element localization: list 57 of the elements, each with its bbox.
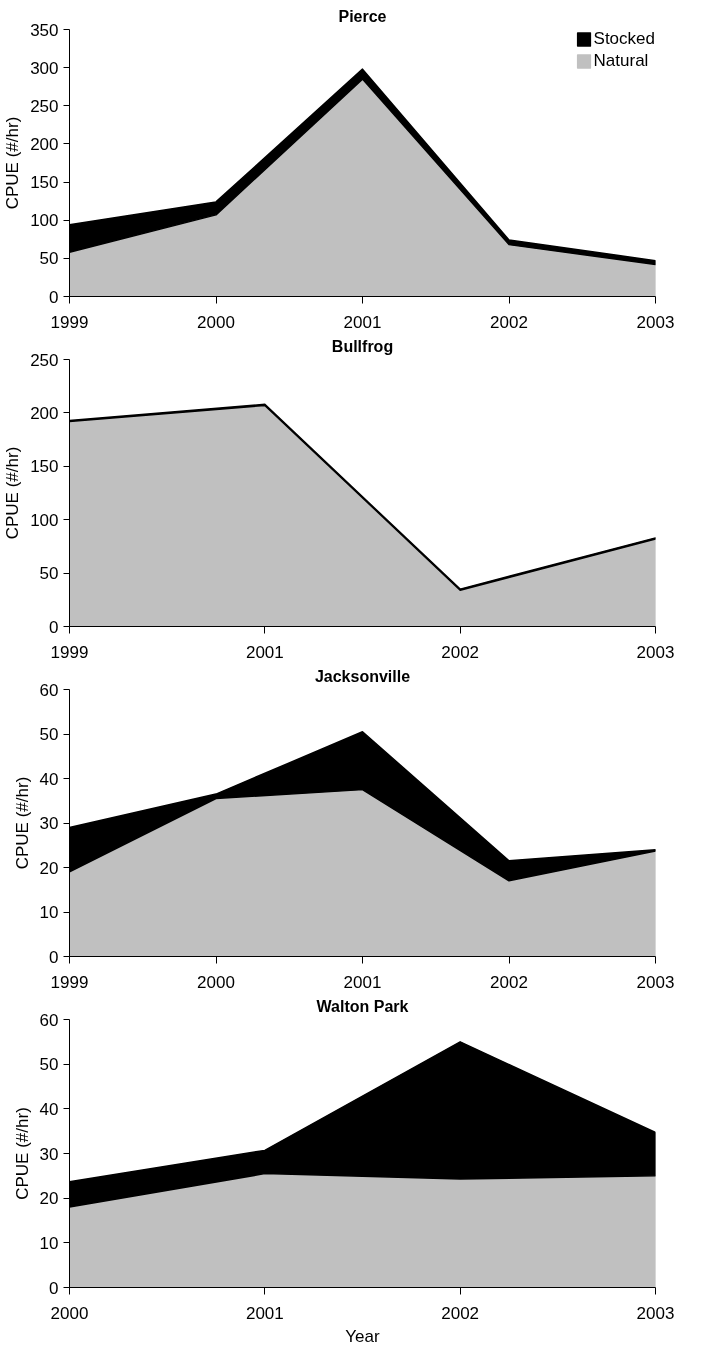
y-tick-label: 50 — [39, 564, 59, 584]
x-tick-label: 2003 — [636, 1303, 675, 1323]
x-tick-label: 2002 — [441, 1303, 480, 1323]
y-tick-label: 20 — [39, 1189, 59, 1209]
y-tick-label: 20 — [39, 858, 59, 878]
x-tick-label: 2003 — [636, 312, 675, 332]
x-tick-label: 2001 — [343, 972, 382, 992]
chart-title: Jacksonville — [314, 667, 411, 685]
y-tick-label: 300 — [30, 58, 59, 78]
y-tick-label: 50 — [39, 725, 59, 744]
legend-label: Natural — [593, 51, 649, 71]
x-tick-label: 2000 — [197, 312, 235, 332]
x-tick-label: 2000 — [50, 1303, 89, 1323]
y-tick-label: 60 — [39, 680, 59, 700]
x-tick-label: 2000 — [197, 972, 235, 992]
chart-title: Pierce — [338, 7, 387, 25]
y-tick-label: 60 — [39, 1010, 59, 1030]
x-tick-label: 2001 — [245, 642, 284, 662]
y-tick-label: 350 — [30, 20, 59, 40]
x-axis-title: Year — [345, 1326, 381, 1346]
y-tick-label: 250 — [30, 350, 59, 370]
x-tick-label: 2002 — [490, 972, 528, 992]
y-tick-label: 150 — [30, 457, 59, 477]
x-tick-label: 1999 — [50, 972, 89, 992]
y-axis-title: CPUE (#/hr) — [12, 1107, 32, 1200]
y-tick-label: 10 — [39, 903, 59, 922]
y-tick-label: 0 — [49, 947, 59, 967]
y-tick-label: 200 — [30, 403, 59, 423]
x-tick-label: 2002 — [490, 312, 528, 332]
x-tick-label: 2001 — [343, 312, 382, 332]
x-tick-label: 1999 — [50, 642, 89, 662]
y-tick-label: 100 — [30, 211, 59, 231]
y-axis-title: CPUE (#/hr) — [3, 446, 23, 540]
x-tick-label: 2003 — [636, 642, 675, 662]
y-tick-label: 250 — [30, 96, 59, 116]
y-tick-label: 30 — [39, 814, 59, 833]
y-tick-label: 0 — [49, 1278, 59, 1298]
y-tick-label: 50 — [39, 249, 59, 269]
y-tick-label: 150 — [30, 173, 59, 193]
y-axis-title: CPUE (#/hr) — [12, 776, 32, 870]
x-tick-label: 2002 — [441, 642, 480, 662]
y-axis-title: CPUE (#/hr) — [3, 116, 23, 210]
y-tick-label: 50 — [39, 1055, 59, 1075]
y-tick-label: 0 — [49, 287, 59, 307]
legend-label: Stocked — [593, 29, 655, 49]
y-tick-label: 200 — [30, 134, 59, 154]
y-tick-label: 10 — [39, 1233, 59, 1253]
y-tick-label: 40 — [39, 769, 59, 789]
y-tick-label: 40 — [39, 1099, 59, 1119]
x-tick-label: 2003 — [636, 972, 675, 992]
chart-title: Bullfrog — [331, 337, 394, 355]
y-tick-label: 30 — [39, 1144, 59, 1164]
chart-title: Walton Park — [316, 997, 409, 1015]
x-tick-label: 1999 — [50, 312, 89, 332]
y-tick-label: 100 — [30, 510, 59, 530]
x-tick-label: 2001 — [245, 1303, 284, 1323]
y-tick-label: 0 — [49, 617, 59, 637]
